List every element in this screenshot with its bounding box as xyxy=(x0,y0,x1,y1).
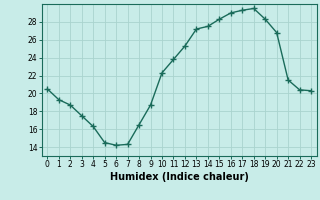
X-axis label: Humidex (Indice chaleur): Humidex (Indice chaleur) xyxy=(110,172,249,182)
